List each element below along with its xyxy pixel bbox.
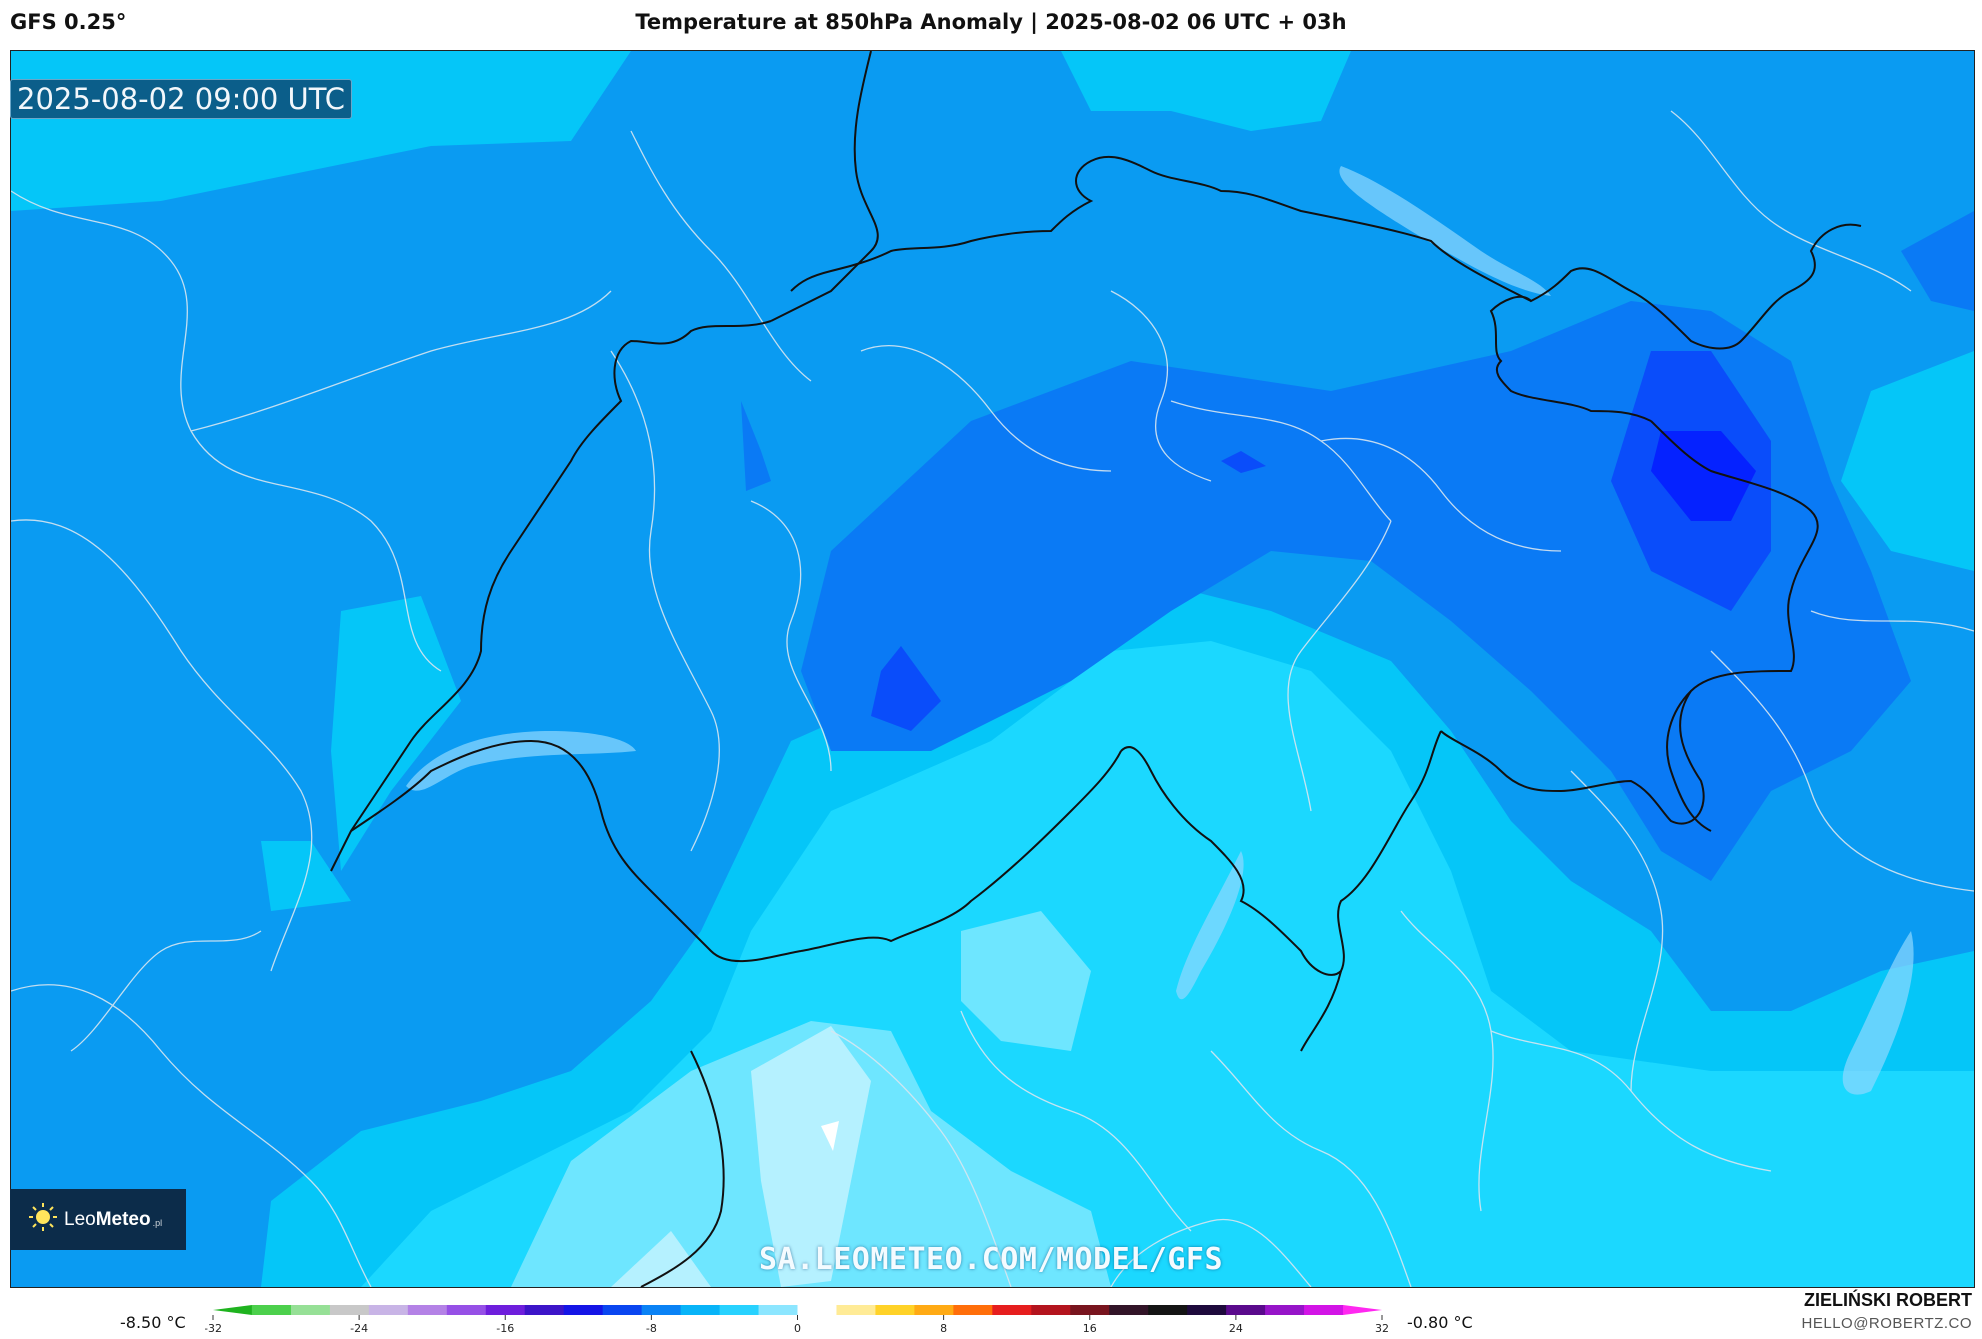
map-title: Temperature at 850hPa Anomaly | 2025-08-… bbox=[635, 10, 1347, 34]
colorbar-tick-label: 16 bbox=[1083, 1322, 1097, 1335]
regional-borders bbox=[11, 110, 1974, 1287]
logo-text-bold: Meteo bbox=[95, 1208, 151, 1230]
colorbar-segment bbox=[875, 1305, 915, 1315]
map-canvas bbox=[11, 51, 1974, 1287]
colorbar-segment bbox=[563, 1305, 604, 1315]
colorbar-segment bbox=[1343, 1305, 1382, 1315]
colorbar-segment bbox=[1226, 1305, 1266, 1315]
anomaly-contour-palest-2 bbox=[611, 1231, 711, 1287]
colorbar-segment bbox=[602, 1305, 643, 1315]
anomaly-contour-east bbox=[1841, 351, 1974, 571]
author-name: ZIELIŃSKI ROBERT bbox=[1803, 1290, 1972, 1310]
anomaly-contour-min bbox=[1651, 431, 1756, 521]
colorbar-segment bbox=[1265, 1305, 1305, 1315]
model-name: GFS 0.25° bbox=[10, 10, 127, 34]
anomaly-contour-ne bbox=[1901, 211, 1974, 311]
author-email[interactable]: HELLO@ROBERTZ.CO bbox=[1801, 1315, 1972, 1332]
anomaly-contour-core-west bbox=[871, 646, 941, 731]
colorbar-segment bbox=[213, 1305, 252, 1315]
valid-time-label: 2025-08-02 09:00 UTC bbox=[10, 79, 353, 119]
colorbar-segment bbox=[758, 1305, 798, 1315]
colorbar-tick-label: 24 bbox=[1229, 1322, 1243, 1335]
colorbar-segment bbox=[329, 1305, 370, 1315]
colorbar-segment bbox=[407, 1305, 448, 1315]
sun-icon bbox=[28, 1202, 58, 1237]
colorbar-segment bbox=[290, 1305, 331, 1315]
anomaly-contour-central-west bbox=[741, 401, 771, 491]
colorbar-segment bbox=[251, 1305, 292, 1315]
colorbar-tick-label: 32 bbox=[1375, 1322, 1389, 1335]
anomaly-contour-core-center bbox=[1221, 451, 1266, 473]
logo-tld: .pl bbox=[152, 1217, 163, 1228]
colorbar-segment bbox=[680, 1305, 721, 1315]
anomaly-contour-west bbox=[331, 596, 461, 871]
logo-text-light: Leo bbox=[64, 1208, 96, 1230]
colorbar-segment bbox=[953, 1305, 993, 1315]
anomaly-contour-south-lighter bbox=[961, 911, 1091, 1051]
colorbar-segment bbox=[1031, 1305, 1071, 1315]
national-borders bbox=[330, 51, 1862, 1287]
lake-geneva bbox=[406, 731, 636, 791]
colorbar-segment bbox=[524, 1305, 565, 1315]
colorbar-segment bbox=[1070, 1305, 1110, 1315]
colorbar: -32 -24 -16 -8 0 8 16 24 32 bbox=[205, 1305, 1389, 1335]
colorbar-tick-label: -32 bbox=[205, 1322, 222, 1335]
colorbar-tick-label: 0 bbox=[794, 1322, 801, 1335]
colorbar-tick-label: 8 bbox=[940, 1322, 947, 1335]
colorbar-max-label: -0.80 °C bbox=[1407, 1313, 1473, 1332]
colorbar-segment bbox=[1148, 1305, 1188, 1315]
colorbar-segment bbox=[641, 1305, 682, 1315]
colorbar-segment bbox=[719, 1305, 760, 1315]
colorbar-segment bbox=[368, 1305, 409, 1315]
anomaly-contour-palest bbox=[751, 1026, 871, 1287]
colorbar-segment bbox=[914, 1305, 954, 1315]
lake-garda bbox=[1842, 931, 1914, 1095]
colorbar-segment bbox=[485, 1305, 526, 1315]
lake-maggiore bbox=[1176, 851, 1244, 1000]
colorbar-segment bbox=[836, 1305, 876, 1315]
colorbar-segment bbox=[797, 1305, 837, 1315]
source-watermark: SA.LEOMETEO.COM/MODEL/GFS bbox=[758, 1242, 1224, 1277]
lake-constance bbox=[1339, 166, 1551, 296]
anomaly-contour-north-2 bbox=[1061, 51, 1351, 131]
colorbar-segment bbox=[1187, 1305, 1227, 1315]
colorbar-tick-label: -16 bbox=[496, 1322, 514, 1335]
colorbar-min-label: -8.50 °C bbox=[120, 1313, 186, 1332]
leometeo-logo[interactable]: LeoMeteo .pl bbox=[10, 1189, 186, 1250]
colorbar-segment bbox=[1304, 1305, 1344, 1315]
colorbar-segment bbox=[1109, 1305, 1149, 1315]
anomaly-contour-white bbox=[821, 1121, 839, 1151]
anomaly-map[interactable] bbox=[10, 50, 1975, 1288]
logo-text: LeoMeteo bbox=[64, 1209, 151, 1231]
colorbar-tick-label: -8 bbox=[646, 1322, 657, 1335]
colorbar-tick-label: -24 bbox=[350, 1322, 368, 1335]
colorbar-segment bbox=[992, 1305, 1032, 1315]
colorbar-segment bbox=[446, 1305, 487, 1315]
